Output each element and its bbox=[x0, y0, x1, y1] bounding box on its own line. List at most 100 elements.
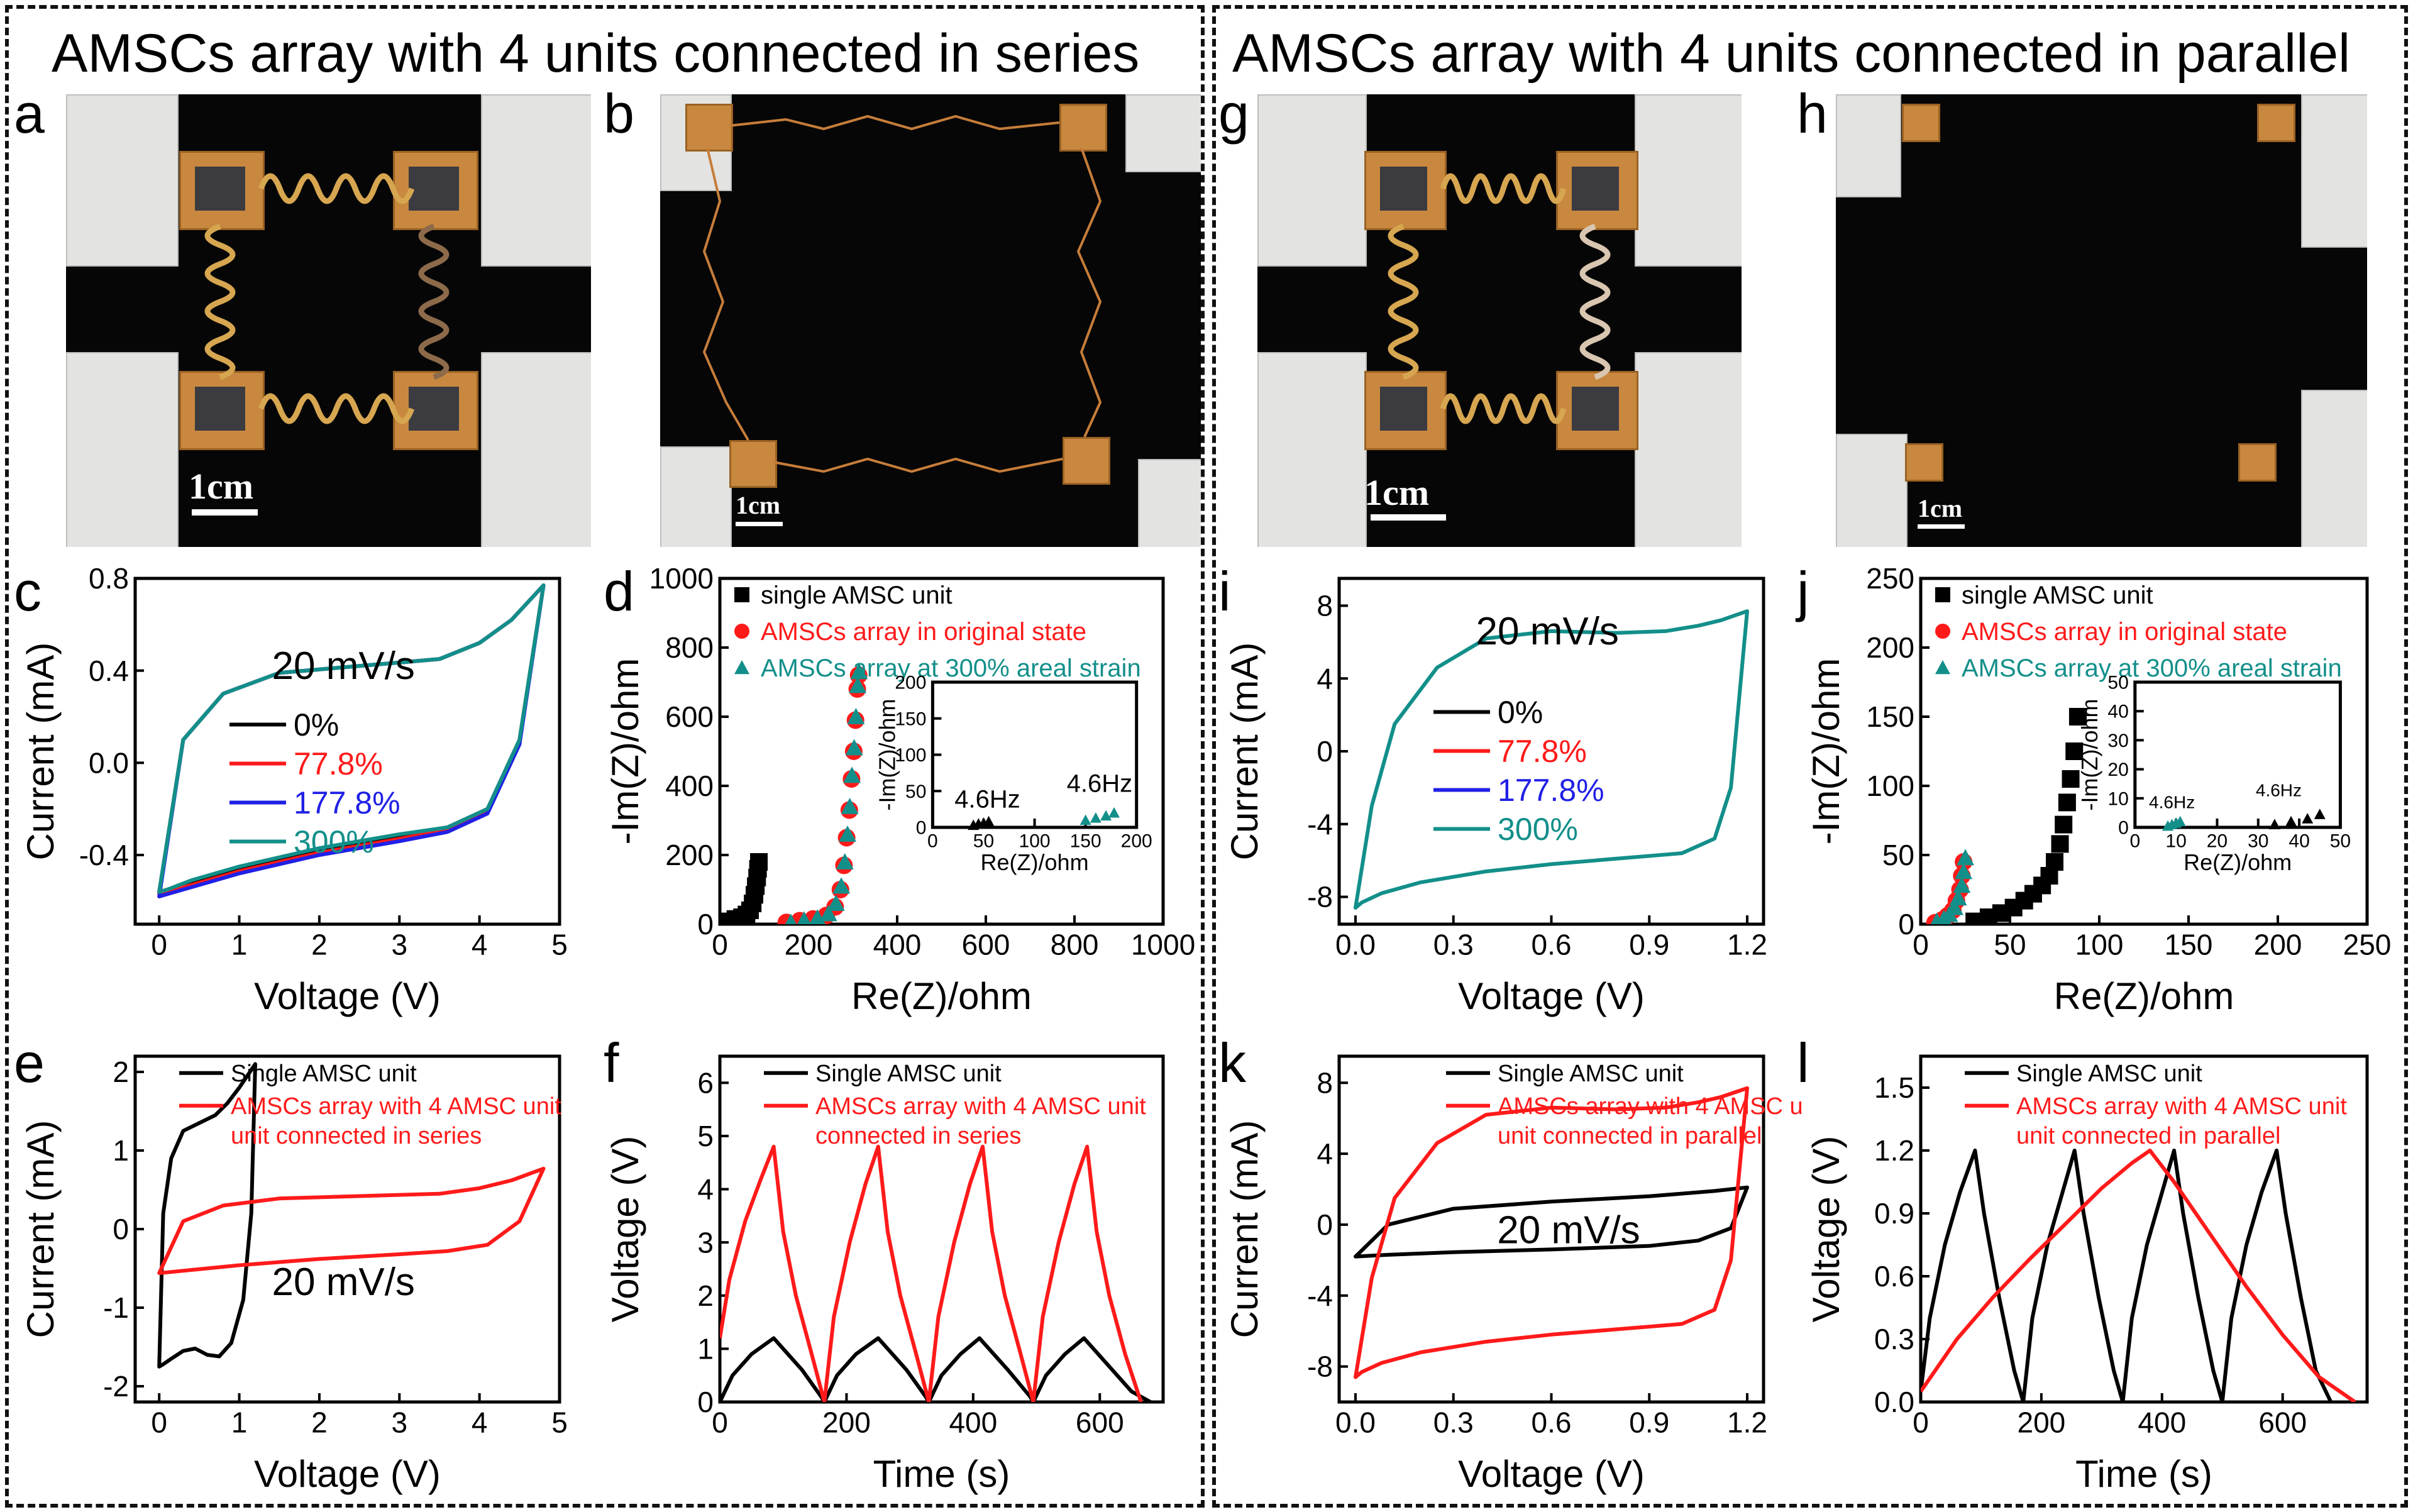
legend-label: AMSCs array in original state bbox=[761, 618, 1086, 646]
data-point bbox=[797, 911, 812, 924]
series-title: AMSCs array with 4 units connected in se… bbox=[52, 23, 1140, 84]
amsc-unit-pad bbox=[1063, 437, 1110, 485]
clamp bbox=[1836, 94, 1901, 197]
data-point bbox=[750, 853, 768, 871]
panel-label-d: d bbox=[604, 560, 634, 622]
x-tick-label: 0.9 bbox=[1629, 1406, 1669, 1438]
data-point bbox=[819, 905, 837, 922]
x-tick-label: 4 bbox=[472, 1406, 488, 1438]
scale-bar-label: 1cm bbox=[1364, 472, 1430, 513]
x-tick-label: 400 bbox=[2138, 1406, 2186, 1438]
x-tick-label: 40 bbox=[2289, 831, 2309, 852]
panel-label-j: j bbox=[1797, 560, 1809, 622]
y-tick-label: 1 bbox=[697, 1332, 714, 1365]
frequency-annotation: 4.6Hz bbox=[2149, 793, 2195, 812]
scale-bar bbox=[736, 522, 783, 526]
x-tick-label: 1 bbox=[231, 928, 248, 961]
y-tick-label: 0.0 bbox=[1874, 1386, 1914, 1418]
amsc-electrode bbox=[409, 387, 459, 431]
data-point bbox=[1935, 660, 1950, 675]
data-point bbox=[2285, 815, 2297, 827]
x-tick-label: 600 bbox=[962, 928, 1010, 961]
data-point bbox=[1949, 889, 1967, 906]
data-point bbox=[845, 739, 863, 756]
data-point bbox=[2268, 819, 2280, 830]
y-tick-label: 0 bbox=[1317, 1208, 1333, 1241]
legend-label: AMSCs array with 4 AMSC unit bbox=[2016, 1093, 2347, 1120]
x-tick-label: 600 bbox=[1076, 1406, 1124, 1438]
scan-rate-annotation: 20 mV/s bbox=[272, 644, 415, 688]
data-point bbox=[849, 676, 867, 693]
data-point bbox=[1945, 898, 1963, 915]
y-tick-label: -8 bbox=[1307, 1350, 1333, 1383]
y-tick-label: 3 bbox=[697, 1226, 714, 1259]
panel-label-b: b bbox=[604, 82, 634, 145]
chart-c: 0 1 2 3 4 5 -0.4 0.0 0.4 0.8 Voltage (V) Current (m… bbox=[19, 562, 568, 1017]
amsc-unit-pad bbox=[2238, 443, 2277, 482]
y-tick-label: 200 bbox=[1866, 631, 1914, 664]
y-tick-label: 0 bbox=[113, 1213, 129, 1245]
x-axis-label: Voltage (V) bbox=[254, 1453, 441, 1495]
x-tick-label: 0.6 bbox=[1532, 1406, 1572, 1438]
clamp bbox=[1125, 94, 1201, 172]
inset-x-axis-label: Re(Z)/ohm bbox=[981, 849, 1089, 875]
legend-label: 0% bbox=[1498, 695, 1543, 730]
x-tick-label: 0.3 bbox=[1433, 1406, 1474, 1438]
serpentine-interconnects bbox=[204, 173, 450, 424]
scale-bar-label: 1cm bbox=[189, 466, 254, 507]
y-tick-label: 250 bbox=[1866, 562, 1914, 595]
legend-label: AMSCs array in original state bbox=[1962, 618, 2287, 646]
x-tick-label: 3 bbox=[391, 928, 407, 961]
chart-l: 0 200 400 600 0.0 0.3 0.6 0.9 1.2 1.5 Time (s) Volt… bbox=[1805, 1054, 2369, 1495]
y-axis-label: Voltage (V) bbox=[1805, 1136, 1847, 1323]
plot-frame bbox=[133, 577, 561, 926]
x-tick-label: 200 bbox=[1121, 831, 1152, 852]
x-tick-label: 400 bbox=[873, 928, 922, 961]
y-tick-label: 0.6 bbox=[1874, 1260, 1914, 1293]
data-point bbox=[2068, 708, 2087, 726]
series-line-amscs-array-with-4-amsc-unit-connected-in-series bbox=[157, 1166, 546, 1275]
data-point bbox=[1090, 812, 1102, 823]
data-point bbox=[2051, 835, 2069, 853]
y-tick-label: 40 bbox=[2107, 702, 2128, 722]
amsc-electrode bbox=[195, 167, 245, 211]
y-tick-label: 50 bbox=[2107, 673, 2128, 693]
panel-label-f: f bbox=[604, 1032, 619, 1094]
scan-rate-annotation: 20 mV/s bbox=[1476, 610, 1619, 653]
data-point bbox=[1965, 912, 1984, 924]
y-axis-label: Current (mA) bbox=[19, 1120, 62, 1338]
x-tick-label: 10 bbox=[2165, 831, 2186, 852]
legend: Single AMSC unit AMSCs array with 4 AMSC … bbox=[764, 1061, 1146, 1149]
x-tick-label: 2 bbox=[311, 928, 328, 961]
x-tick-label: 5 bbox=[551, 928, 568, 961]
y-tick-label: 1000 bbox=[649, 562, 714, 595]
series-line-amscs-array-with-4-amsc-unit-connected-in-parallel bbox=[1354, 1086, 1749, 1379]
legend-label: 177.8% bbox=[1498, 773, 1604, 808]
legend-label: Single AMSC unit bbox=[1498, 1061, 1684, 1087]
clamp bbox=[1635, 352, 1742, 547]
legend: Single AMSC unit AMSCs array with 4 AMSC … bbox=[1446, 1061, 1801, 1149]
legend: 0% 77.8% 177.8% 300% bbox=[1433, 695, 1604, 847]
y-tick-label: 1 bbox=[113, 1134, 129, 1167]
y-tick-label: 20 bbox=[2107, 759, 2128, 780]
y-tick-label: 4 bbox=[1317, 1137, 1333, 1170]
chart-f: 0 200 400 600 0 1 2 3 4 5 6 Time (s) Voltage (V) Sing… bbox=[604, 1054, 1165, 1495]
x-tick-label: 0 bbox=[1913, 1406, 1929, 1438]
panel-label-e: e bbox=[14, 1032, 45, 1094]
x-axis-label: Time (s) bbox=[873, 1453, 1010, 1495]
y-tick-label: 10 bbox=[2107, 788, 2128, 809]
inset-frame bbox=[2133, 680, 2342, 829]
data-point bbox=[827, 895, 845, 911]
amsc-electrode bbox=[1572, 387, 1619, 431]
x-tick-label: 0.3 bbox=[1433, 928, 1474, 961]
x-tick-label: 200 bbox=[2018, 1406, 2066, 1438]
y-tick-label: 0 bbox=[916, 818, 927, 839]
amsc-unit-pad bbox=[1902, 104, 1940, 142]
inset-plot: 0 10 20 30 40 50 0 10 20 30 40 50 Re(Z)/ohm -Im(Z)/oh… bbox=[2077, 673, 2351, 876]
x-axis-label: Re(Z)/ohm bbox=[851, 975, 1032, 1017]
y-tick-label: 100 bbox=[895, 745, 926, 766]
scale-bar bbox=[1371, 514, 1446, 521]
photo-h-stretched-parallel: 1cm bbox=[1836, 94, 2367, 547]
y-tick-label: -1 bbox=[103, 1291, 129, 1324]
x-tick-label: 4 bbox=[472, 928, 488, 961]
